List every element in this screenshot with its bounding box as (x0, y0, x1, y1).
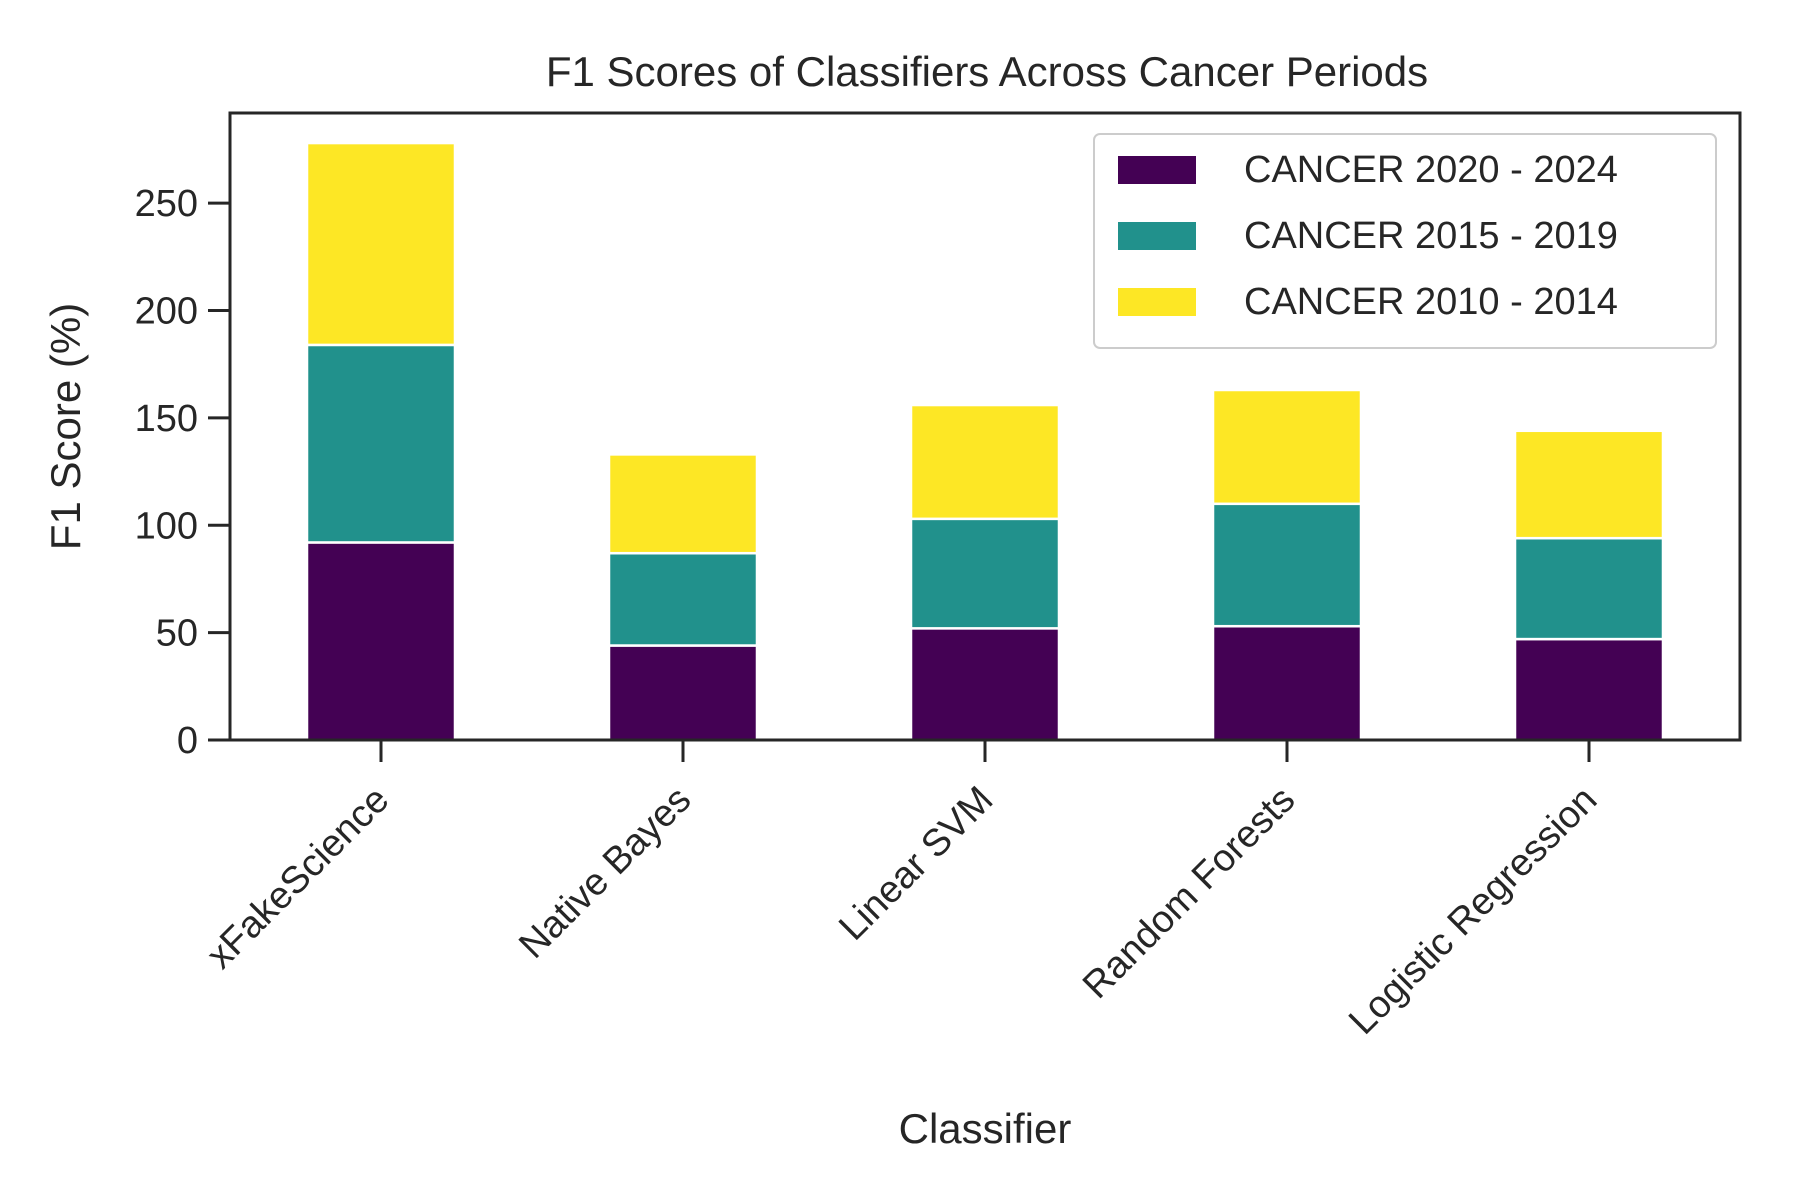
x-tick-label-2: Native Bayes (511, 779, 699, 967)
bar-series1-2 (607, 644, 759, 742)
bar-series2-2 (607, 551, 759, 647)
chart-title: F1 Scores of Classifiers Across Cancer P… (546, 48, 1428, 95)
y-tick-label-1: 0 (177, 720, 198, 762)
bar-series3-5 (1513, 429, 1665, 540)
bar-series3-4 (1211, 388, 1363, 506)
bar-series1-3 (909, 627, 1061, 742)
legend-label-3: CANCER 2010 - 2014 (1244, 281, 1618, 323)
legend-label-1: CANCER 2020 - 2024 (1244, 149, 1618, 191)
legend: CANCER 2020 - 2024 CANCER 2015 - 2019 CANC… (1093, 133, 1717, 349)
x-tick-label-5: Logistic Regression (1341, 779, 1605, 1043)
x-tick-label-4: Random Forests (1075, 779, 1303, 1007)
plot-area (305, 141, 1665, 742)
bar-series3-1 (305, 141, 457, 347)
bar-series1-1 (305, 541, 457, 742)
bar-series1-4 (1211, 624, 1363, 742)
bar-series1-5 (1513, 637, 1665, 742)
y-axis-label: F1 Score (%) (42, 303, 89, 550)
legend-swatch-2 (1118, 222, 1196, 250)
y-tick-label-3: 100 (135, 505, 198, 547)
y-tick-label-6: 250 (135, 183, 198, 225)
y-tick-label-2: 50 (156, 613, 198, 655)
legend-label-2: CANCER 2015 - 2019 (1244, 215, 1618, 257)
legend-swatch-3 (1118, 288, 1196, 316)
legend-swatch-1 (1118, 156, 1196, 184)
bar-series3-2 (607, 453, 759, 555)
bar-series2-1 (305, 343, 457, 544)
bar-series3-3 (909, 403, 1061, 521)
y-tick-label-5: 200 (135, 291, 198, 333)
bar-series2-3 (909, 517, 1061, 630)
y-tick-label-4: 150 (135, 398, 198, 440)
bar-series2-4 (1211, 502, 1363, 628)
x-tick-label-1: xFakeScience (199, 779, 397, 977)
x-tick-label-3: Linear SVM (831, 779, 1001, 949)
legend-box (1093, 133, 1717, 349)
x-axis-label: Classifier (899, 1105, 1072, 1152)
y-axis: 0 50 100 150 200 250 (135, 183, 230, 762)
x-axis: xFakeScience Native Bayes Linear SVM Random… (199, 740, 1605, 1043)
bar-series2-5 (1513, 536, 1665, 641)
